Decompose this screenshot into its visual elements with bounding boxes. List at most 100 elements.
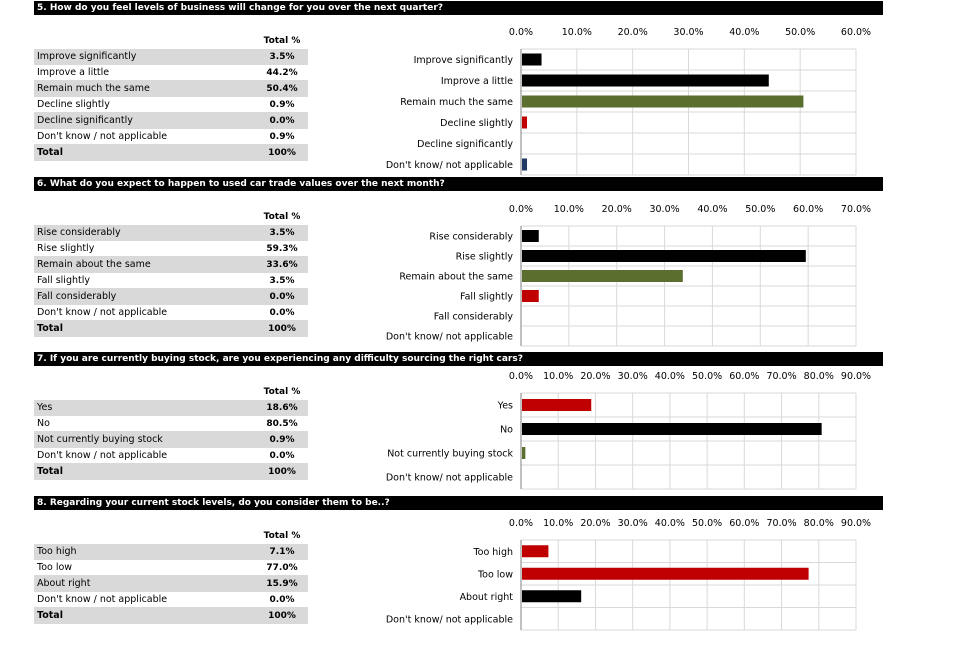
row-value: 0.0%: [269, 292, 295, 302]
row-value: 7.1%: [269, 547, 295, 557]
table-row: Yes 18.6%: [34, 400, 308, 416]
row-value: 50.4%: [266, 84, 298, 94]
category-label: No: [500, 425, 513, 436]
table-row: Decline slightly 0.9%: [34, 97, 308, 113]
row-label: Rise considerably: [37, 227, 121, 238]
category-label: Rise slightly: [456, 252, 514, 263]
table-header-row: Total %: [34, 33, 308, 49]
row-value: 18.6%: [266, 403, 298, 413]
tick-label: 60.0%: [729, 371, 759, 382]
table-total-row: Total 100%: [34, 608, 308, 624]
row-value: 0.9%: [269, 100, 295, 110]
question-title: 7. If you are currently buying stock, ar…: [34, 352, 883, 366]
row-value: 0.0%: [269, 308, 295, 318]
row-label: Don't know / not applicable: [37, 307, 168, 318]
table-row: Not currently buying stock 0.9%: [34, 432, 308, 448]
question-title: 5. How do you feel levels of business wi…: [34, 1, 883, 15]
tick-label: 50.0%: [692, 371, 722, 382]
bar: [522, 95, 804, 108]
bar: [522, 399, 592, 411]
tick-label: 30.0%: [618, 371, 648, 382]
table-row: Don't know / not applicable 0.0%: [34, 448, 308, 464]
category-label: About right: [460, 592, 514, 603]
row-value: 3.5%: [269, 276, 295, 286]
row-value: 80.5%: [266, 419, 298, 429]
category-label: Improve a little: [441, 76, 513, 87]
table-row: Fall slightly 3.5%: [34, 273, 308, 289]
tick-label: 30.0%: [649, 204, 679, 215]
bar: [522, 545, 549, 558]
tick-label: 40.0%: [655, 371, 685, 382]
tick-label: 0.0%: [509, 518, 533, 529]
table-row: Rise slightly 59.3%: [34, 241, 308, 257]
row-value: 0.0%: [269, 451, 295, 461]
table-row: Decline significantly 0.0%: [34, 113, 308, 129]
row-value: 100%: [268, 467, 296, 477]
question-title: 8. Regarding your current stock levels, …: [34, 496, 883, 510]
tick-label: 60.0%: [729, 518, 759, 529]
tick-label: 10.0%: [562, 27, 592, 38]
row-value: 59.3%: [266, 244, 298, 254]
category-label: Decline slightly: [440, 118, 513, 129]
table-row: Don't know / not applicable 0.9%: [34, 129, 308, 145]
table-row: Too low 77.0%: [34, 560, 308, 576]
tick-label: 10.0%: [554, 204, 584, 215]
row-value: 0.0%: [269, 116, 295, 126]
category-label: Remain much the same: [400, 97, 513, 108]
category-label: Don't know/ not applicable: [386, 160, 513, 171]
row-value: 100%: [268, 611, 296, 621]
table-row: Don't know / not applicable 0.0%: [34, 592, 308, 608]
tick-label: 20.0%: [618, 27, 648, 38]
column-header: Total %: [263, 212, 301, 222]
bar: [522, 158, 528, 171]
bar: [522, 423, 822, 435]
table-row: Rise considerably 3.5%: [34, 225, 308, 241]
row-label: Don't know / not applicable: [37, 450, 168, 461]
table-row: Remain much the same 50.4%: [34, 81, 308, 97]
category-label: Remain about the same: [399, 272, 513, 283]
bar: [522, 290, 539, 302]
row-label: Total: [37, 466, 63, 477]
bar-chart: 0.0% 10.0% 20.0% 30.0% 40.0% 50.0% 60.0% 70.0% 8…: [386, 371, 871, 490]
tick-label: 0.0%: [509, 27, 533, 38]
tick-label: 60.0%: [841, 27, 871, 38]
category-label: Not currently buying stock: [387, 449, 513, 460]
bar: [522, 250, 806, 262]
tick-label: 90.0%: [841, 518, 871, 529]
tick-label: 30.0%: [618, 518, 648, 529]
table-row: Remain about the same 33.6%: [34, 257, 308, 273]
table-row: Improve significantly 3.5%: [34, 49, 308, 65]
row-label: Too high: [37, 546, 77, 557]
row-value: 0.0%: [269, 595, 295, 605]
tick-label: 80.0%: [804, 518, 834, 529]
tick-label: 20.0%: [580, 371, 610, 382]
tick-label: 0.0%: [509, 204, 533, 215]
row-label: Fall considerably: [37, 291, 117, 302]
tick-label: 0.0%: [509, 371, 533, 382]
category-label: Too high: [472, 547, 513, 558]
column-header: Total %: [263, 531, 301, 541]
column-header: Total %: [263, 36, 301, 46]
category-label: Yes: [497, 401, 513, 412]
bar-chart: 0.0% 10.0% 20.0% 30.0% 40.0% 50.0% 60.0% 70.0% 8…: [386, 518, 871, 631]
row-label: Too low: [37, 562, 73, 573]
bar: [522, 74, 769, 87]
row-label: About right: [37, 578, 91, 589]
row-label: Improve a little: [37, 67, 110, 78]
table-header-row: Total %: [34, 209, 308, 225]
category-label: Rise considerably: [429, 232, 513, 243]
table-row: About right 15.9%: [34, 576, 308, 592]
row-label: Total: [37, 147, 63, 158]
table-total-row: Total 100%: [34, 145, 308, 161]
row-label: Don't know / not applicable: [37, 594, 168, 605]
row-label: Don't know / not applicable: [37, 131, 168, 142]
tick-label: 80.0%: [804, 371, 834, 382]
category-label: Fall slightly: [460, 292, 513, 303]
bar: [522, 590, 582, 603]
table-row: Improve a little 44.2%: [34, 65, 308, 81]
table-row: Too high 7.1%: [34, 544, 308, 560]
column-header: Total %: [263, 387, 301, 397]
bar-chart: 0.0% 10.0% 20.0% 30.0% 40.0% 50.0% 60.0% 70.0% R…: [386, 204, 871, 347]
row-value: 3.5%: [269, 228, 295, 238]
